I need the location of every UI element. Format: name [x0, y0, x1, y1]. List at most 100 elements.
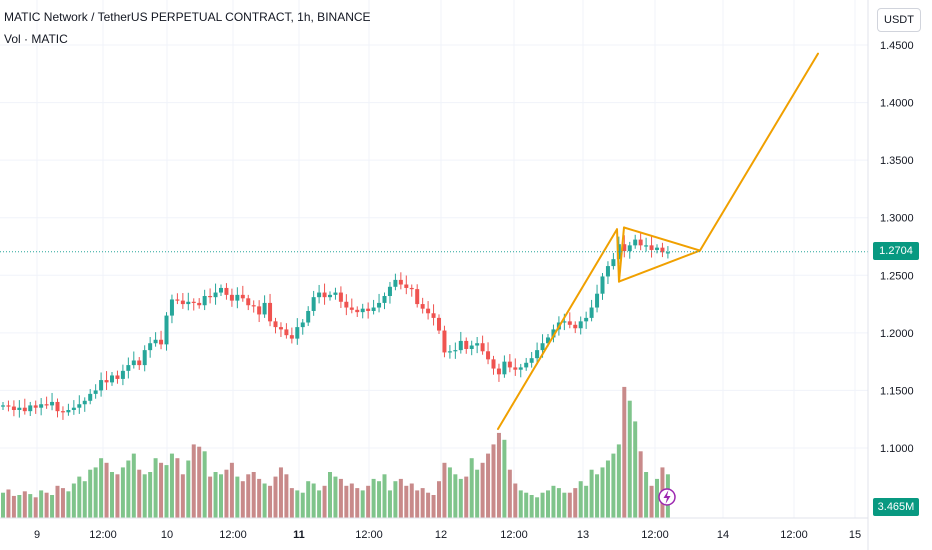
price-axis[interactable]: 1.1000 1.1500 1.2000 1.2500 1.3000 1.3500 1.40… — [867, 0, 914, 550]
volume-bar — [344, 485, 349, 518]
volume-bar — [50, 495, 55, 518]
price-tick-label: 1.4500 — [880, 40, 914, 52]
volume-bar — [371, 478, 376, 518]
candle-body — [486, 351, 491, 360]
candle-body — [344, 301, 349, 308]
time-tick-label: 12:00 — [89, 529, 117, 541]
volume-bar — [257, 478, 262, 518]
candle-body — [11, 406, 16, 411]
candle-body — [655, 247, 659, 250]
candle-body — [257, 306, 262, 315]
volume-bar — [600, 467, 605, 518]
candle-body — [22, 407, 27, 412]
volume-bar — [584, 485, 589, 518]
price-tick-label: 1.4000 — [880, 98, 914, 110]
candle-body — [589, 307, 594, 318]
volume-bar — [333, 476, 338, 518]
candle-body — [262, 302, 267, 315]
volume-bar — [104, 462, 109, 518]
volume-bar — [55, 485, 60, 518]
candle-body — [442, 330, 447, 353]
candle-body — [415, 289, 420, 305]
currency-button[interactable]: USDT — [877, 8, 921, 32]
candle-body — [202, 296, 207, 306]
candle-body — [567, 321, 572, 325]
pennant-left-edge — [616, 228, 620, 283]
volume-bar — [175, 458, 180, 518]
bolt-icon-glyph — [663, 490, 671, 504]
candle-body — [115, 375, 120, 379]
candle-body — [475, 343, 480, 346]
chart-title: MATIC Network / TetherUS PERPETUAL CONTR… — [4, 10, 371, 24]
volume-bar — [540, 492, 545, 518]
time-tick-label: 12:00 — [500, 529, 528, 541]
candle-body — [458, 340, 463, 351]
candle-body — [333, 292, 338, 295]
price-tick-label: 1.2500 — [880, 270, 914, 282]
candle-body — [453, 350, 458, 352]
volume-bar — [191, 444, 196, 518]
time-tick-label: 12:00 — [355, 529, 383, 541]
candle-body — [289, 335, 294, 339]
volume-bar — [328, 472, 332, 518]
volume-bar — [382, 474, 387, 518]
volume-bar — [246, 474, 251, 518]
candle-body — [240, 294, 245, 299]
volume-bar — [1, 492, 5, 518]
candle-body — [311, 297, 316, 311]
candle-body — [338, 292, 343, 302]
candle-body — [66, 410, 71, 413]
volume-bar — [551, 485, 556, 518]
time-tick-label: 15 — [849, 529, 861, 541]
candle-body — [328, 294, 332, 298]
candle-body — [469, 345, 474, 349]
candle-body — [507, 361, 512, 368]
volume-bar — [39, 490, 44, 518]
volume-bar — [437, 481, 441, 518]
volume-bar — [655, 478, 659, 518]
volume-bar — [622, 386, 627, 518]
time-axis[interactable]: 9 12:00 10 12:00 11 12:00 12 12:00 13 12:00 14 12:0… — [0, 517, 868, 541]
volume-bar — [202, 451, 207, 518]
candle-body — [169, 299, 174, 316]
price-tick-label: 1.1500 — [880, 385, 914, 397]
candle-body — [578, 321, 583, 329]
candle-body — [518, 367, 523, 370]
volume-bar — [186, 460, 191, 518]
time-tick-label: 12:00 — [641, 529, 669, 541]
candle-body — [6, 405, 11, 407]
candle-body — [420, 304, 425, 309]
volume-bar — [229, 462, 234, 518]
volume-bar — [273, 476, 278, 518]
candle-body — [595, 293, 600, 308]
candle-body — [382, 296, 387, 303]
candle-body — [611, 259, 616, 267]
volume-bar — [28, 494, 33, 518]
candle-body — [306, 310, 311, 323]
volume-indicator-label[interactable]: Vol · MATIC — [4, 32, 68, 46]
bolt-icon[interactable] — [658, 488, 676, 506]
candle-body — [39, 404, 44, 408]
candle-body — [524, 362, 529, 368]
pennant-pattern-drawing[interactable] — [497, 52, 819, 431]
volume-bar — [404, 485, 409, 518]
volume-bar — [616, 444, 621, 518]
candle-body — [529, 358, 534, 363]
volume-bar — [360, 490, 365, 518]
volume-bar — [33, 497, 38, 518]
candle-body — [447, 351, 452, 353]
candle-body — [584, 317, 589, 322]
volume-bar — [567, 492, 572, 518]
volume-bar — [82, 481, 87, 518]
price-tick-label: 1.3500 — [880, 155, 914, 167]
candle-body — [251, 305, 256, 307]
volume-bar — [224, 469, 229, 518]
candle-body — [284, 329, 289, 336]
price-tick-label: 1.1000 — [880, 443, 914, 455]
candle-body — [633, 239, 638, 246]
volume-bar — [633, 421, 638, 518]
candle-body — [153, 339, 158, 344]
candle-body — [88, 393, 93, 401]
candle-body — [33, 405, 38, 408]
